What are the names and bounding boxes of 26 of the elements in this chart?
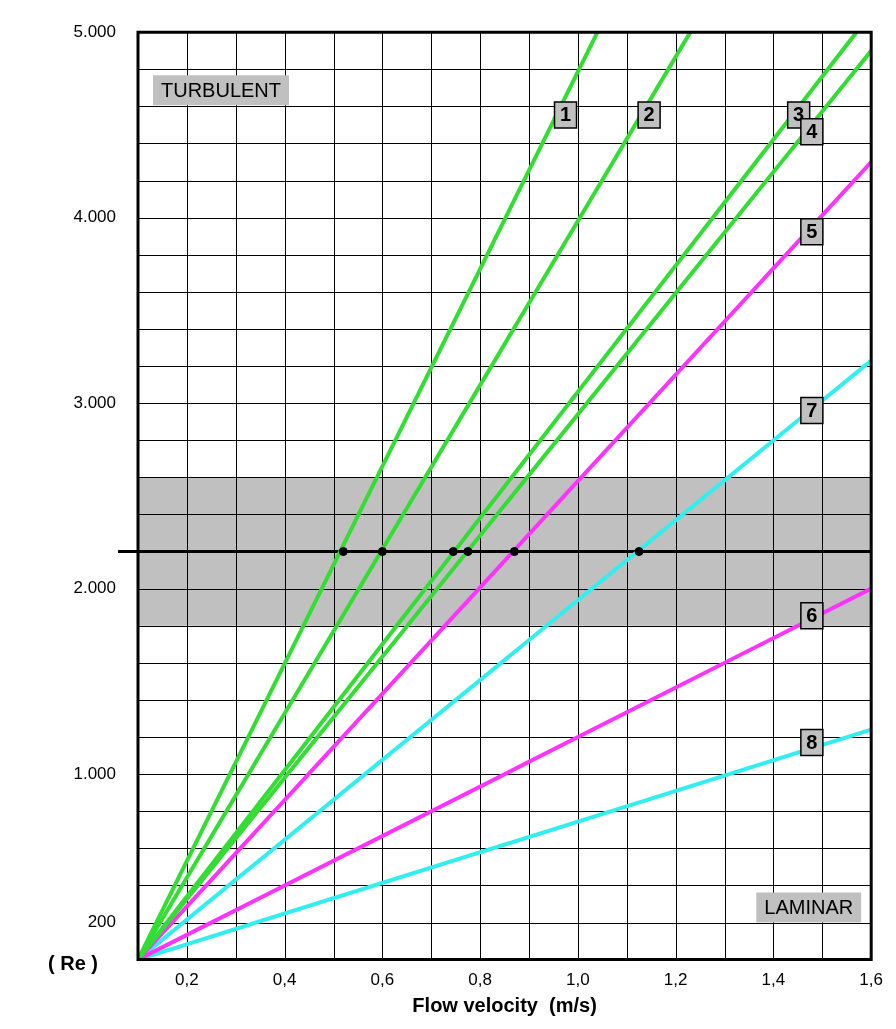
annotation: LAMINAR: [764, 896, 854, 919]
series-label: 6: [806, 604, 818, 627]
x-tick-label: 0,2: [175, 970, 199, 990]
series-label: 1: [559, 103, 572, 126]
y-tick-label: 3.000: [73, 392, 116, 412]
series-label: 8: [806, 731, 818, 754]
y-tick-label: 4.000: [73, 207, 116, 227]
annotation: TURBULENT: [161, 78, 282, 101]
x-tick-label: 0,4: [272, 970, 297, 990]
series-label: 3: [793, 103, 805, 126]
x-tick-label: 0,8: [468, 970, 492, 990]
series-label: 4: [806, 120, 819, 143]
x-tick-label: 1,4: [761, 970, 786, 990]
series-label: 2: [643, 103, 655, 126]
y-tick-label: 1.000: [73, 763, 116, 783]
y-tick-label: 200: [87, 912, 116, 932]
series-label: 7: [806, 398, 818, 421]
y-tick-label: 5.000: [73, 21, 116, 41]
x-tick-label: 1,0: [566, 970, 590, 990]
x-axis-title: Flow velocity (m/s): [412, 993, 597, 1016]
x-tick-label: 0,6: [370, 970, 395, 990]
x-tick-label: 1,6: [859, 970, 883, 990]
x-tick-label: 1,2: [663, 970, 688, 990]
y-tick-label: 2.000: [73, 578, 116, 598]
series-label: 5: [806, 220, 818, 243]
y-axis-title: ( Re ): [48, 952, 98, 975]
